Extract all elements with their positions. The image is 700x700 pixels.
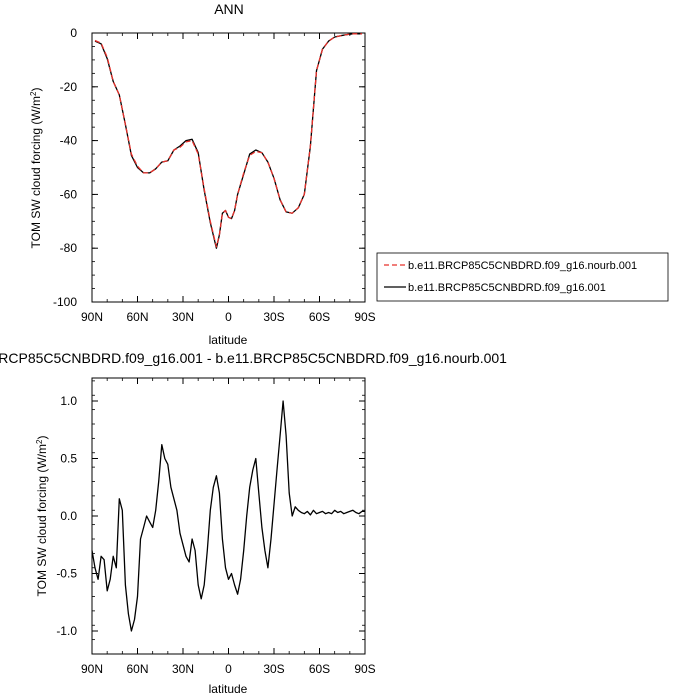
top-xtick-label-6: 90S — [354, 310, 375, 324]
top-series-line-0 — [94, 33, 362, 248]
top-ytick-label-2: -40 — [60, 134, 78, 148]
top-legend: b.e11.BRCP85C5CNBDRD.f09_g16.nourb.001 b… — [376, 252, 669, 302]
top-series-lines — [94, 33, 362, 249]
bottom-xtick-label-4: 30S — [263, 662, 284, 676]
bottom-xtick-label-0: 90N — [81, 662, 103, 676]
bottom-plot-frame — [91, 377, 366, 655]
bottom-chart-title: b.e11.BRCP85C5CNBDRD.f09_g16.001 - b.e11… — [0, 350, 507, 366]
top-xtick-label-4: 30S — [263, 310, 284, 324]
top-ytick-label-5: -100 — [53, 295, 77, 309]
bottom-ytick-label-4: -1.0 — [56, 624, 77, 638]
top-ytick-label-3: -60 — [60, 187, 78, 201]
bottom-xtick-label-6: 90S — [354, 662, 375, 676]
top-y-axis: 0 -20 -40 -60 -80 -100 — [53, 26, 365, 309]
legend-box — [376, 252, 669, 302]
bottom-series-line-0 — [91, 400, 365, 632]
bottom-ytick-label-1: 0.5 — [60, 452, 77, 466]
top-xtick-label-1: 60N — [126, 310, 148, 324]
bottom-ytick-label-2: 0.0 — [60, 509, 77, 523]
top-ytick-label-0: 0 — [70, 26, 77, 40]
bottom-series-lines — [91, 400, 365, 632]
top-chart-title: ANN — [214, 1, 244, 17]
top-xtick-label-2: 30N — [172, 310, 194, 324]
top-ytick-label-4: -80 — [60, 241, 78, 255]
bottom-xtick-label-3: 0 — [225, 662, 232, 676]
top-x-axis-label: latitude — [209, 333, 248, 347]
bottom-xtick-label-5: 60S — [309, 662, 330, 676]
top-y-axis-label: TOM SW cloud forcing (W/m2) — [29, 88, 44, 249]
bottom-x-axis: 90N 60N 30N 0 30S 60S 90S — [81, 378, 376, 676]
bottom-y-axis-label: TOM SW cloud forcing (W/m2) — [35, 436, 50, 597]
bottom-xtick-label-2: 30N — [172, 662, 194, 676]
top-xtick-label-3: 0 — [225, 310, 232, 324]
top-xtick-label-5: 60S — [309, 310, 330, 324]
top-xtick-label-0: 90N — [81, 310, 103, 324]
bottom-y-axis: 1.0 0.5 0.0 -0.5 -1.0 — [56, 380, 365, 655]
top-plot-frame — [91, 32, 366, 303]
top-ytick-label-1: -20 — [60, 80, 78, 94]
bottom-xtick-label-1: 60N — [126, 662, 148, 676]
bottom-x-axis-label: latitude — [209, 682, 248, 696]
bottom-ytick-label-0: 1.0 — [60, 394, 77, 408]
bottom-ytick-label-3: -0.5 — [56, 567, 77, 581]
legend-label-nourb: b.e11.BRCP85C5CNBDRD.f09_g16.nourb.001 — [408, 260, 637, 272]
bottom-panel: b.e11.BRCP85C5CNBDRD.f09_g16.001 - b.e11… — [0, 350, 507, 696]
top-x-axis: 90N 60N 30N 0 30S 60S 90S — [81, 33, 376, 324]
legend-label-001: b.e11.BRCP85C5CNBDRD.f09_g16.001 — [408, 282, 606, 294]
top-panel: ANN 90N 60N 30N 0 30S 60S 90S 0 -20 -40 -60 -80 -10… — [29, 1, 669, 347]
